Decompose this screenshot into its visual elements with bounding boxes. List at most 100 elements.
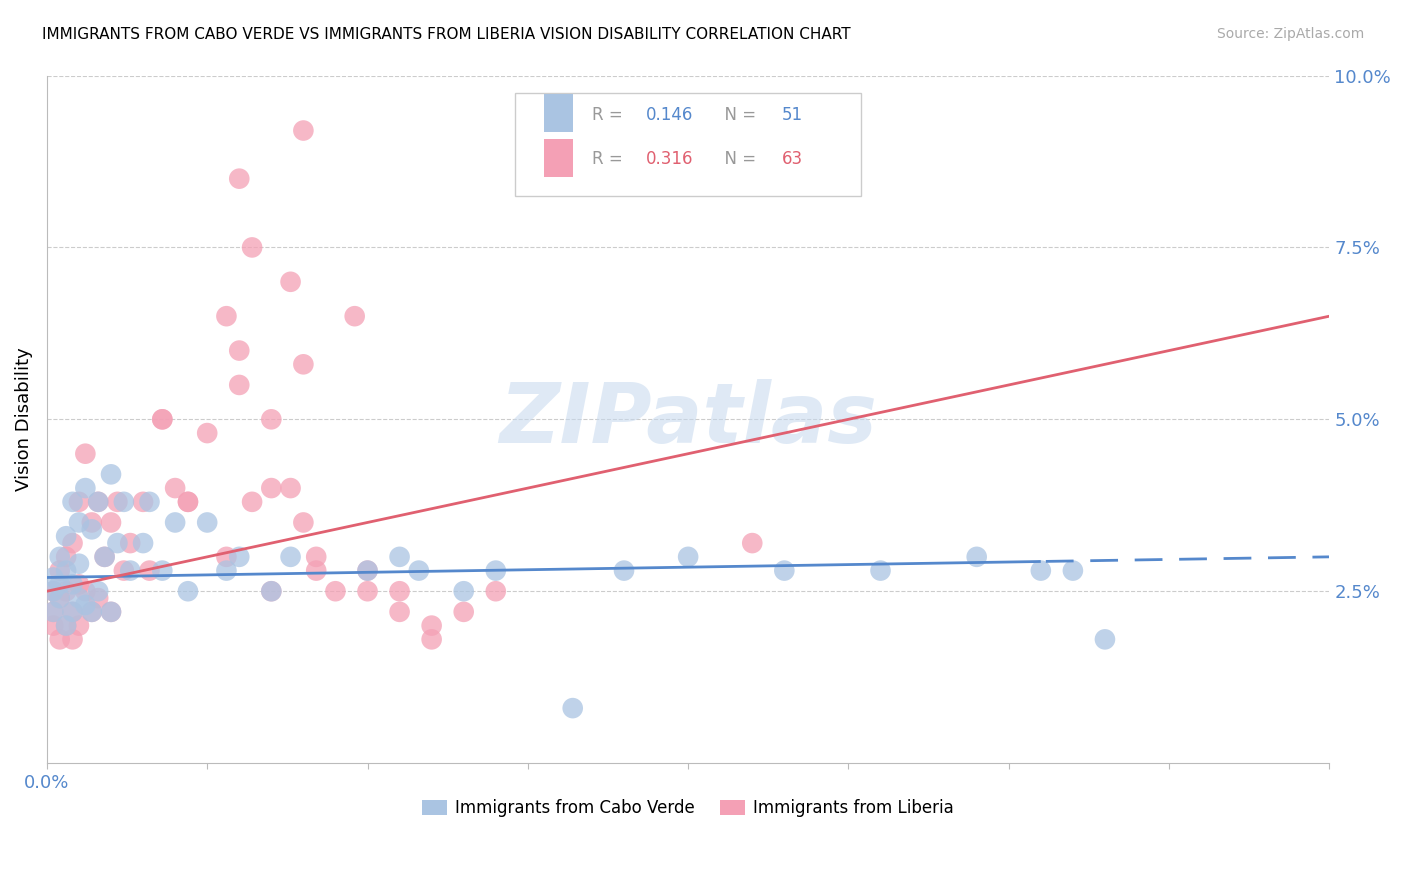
Point (305, 549, 328, 564)
Point (150, 412, 173, 426)
Point (280, 481, 302, 495)
Text: N =: N = (714, 106, 761, 124)
Point (453, 584, 475, 599)
Point (240, 240, 263, 254)
Point (485, 564, 508, 578)
Text: 51: 51 (782, 106, 803, 124)
Point (132, 495, 155, 509)
Point (107, 495, 129, 509)
Text: Source: ZipAtlas.com: Source: ZipAtlas.com (1216, 27, 1364, 41)
Point (260, 584, 283, 599)
Point (260, 481, 283, 495)
Point (325, 584, 347, 599)
Point (62, 536, 84, 550)
Point (388, 584, 411, 599)
Text: ZIPatlas: ZIPatlas (499, 379, 877, 459)
Point (42, 584, 65, 599)
Point (561, 701, 583, 715)
Text: R =: R = (592, 151, 628, 169)
FancyBboxPatch shape (544, 139, 572, 177)
Point (356, 564, 378, 578)
Point (356, 584, 378, 599)
Point (80, 516, 103, 530)
Point (80, 605, 103, 619)
Point (165, 481, 187, 495)
Point (87, 584, 110, 599)
Point (260, 584, 283, 599)
Point (485, 584, 508, 599)
Point (260, 412, 283, 426)
Point (55, 618, 77, 632)
Point (228, 171, 250, 186)
Point (228, 378, 250, 392)
Text: 0.316: 0.316 (645, 151, 693, 169)
Point (100, 605, 122, 619)
Point (388, 605, 411, 619)
Point (215, 549, 238, 564)
Point (100, 516, 122, 530)
Point (55, 529, 77, 543)
Point (48, 564, 70, 578)
Point (55, 618, 77, 632)
Point (67, 495, 90, 509)
Point (676, 549, 699, 564)
Point (177, 495, 200, 509)
Point (420, 632, 443, 647)
Point (42, 605, 65, 619)
Point (773, 564, 796, 578)
Point (292, 123, 315, 137)
Point (869, 564, 891, 578)
Point (75, 481, 97, 495)
Point (48, 591, 70, 606)
Point (107, 536, 129, 550)
Point (67, 591, 90, 606)
Point (62, 632, 84, 647)
Point (87, 495, 110, 509)
Point (62, 605, 84, 619)
Point (966, 549, 988, 564)
Text: N =: N = (714, 151, 761, 169)
Point (80, 605, 103, 619)
Point (112, 495, 135, 509)
Point (613, 564, 636, 578)
Point (93, 549, 115, 564)
Text: 0.146: 0.146 (645, 106, 693, 124)
Point (93, 549, 115, 564)
Point (62, 495, 84, 509)
Point (1094, 632, 1116, 647)
Point (55, 549, 77, 564)
Point (62, 605, 84, 619)
Point (112, 564, 135, 578)
Point (177, 584, 200, 599)
Point (100, 605, 122, 619)
Point (420, 618, 443, 632)
Point (48, 577, 70, 591)
Point (408, 564, 430, 578)
Point (67, 618, 90, 632)
Y-axis label: Vision Disability: Vision Disability (15, 348, 32, 491)
Point (138, 564, 160, 578)
Point (75, 584, 97, 599)
Point (215, 309, 238, 323)
Point (228, 549, 250, 564)
Point (1029, 564, 1052, 578)
Point (48, 632, 70, 647)
Point (67, 557, 90, 571)
Point (132, 536, 155, 550)
Point (67, 577, 90, 591)
Point (120, 536, 142, 550)
Point (741, 536, 763, 550)
Point (42, 618, 65, 632)
Point (195, 516, 218, 530)
Point (150, 564, 173, 578)
Point (453, 605, 475, 619)
Point (87, 495, 110, 509)
Point (80, 522, 103, 536)
Point (305, 564, 328, 578)
Point (388, 549, 411, 564)
Point (280, 275, 302, 289)
Point (67, 516, 90, 530)
Point (48, 549, 70, 564)
Point (195, 426, 218, 441)
FancyBboxPatch shape (544, 94, 572, 132)
